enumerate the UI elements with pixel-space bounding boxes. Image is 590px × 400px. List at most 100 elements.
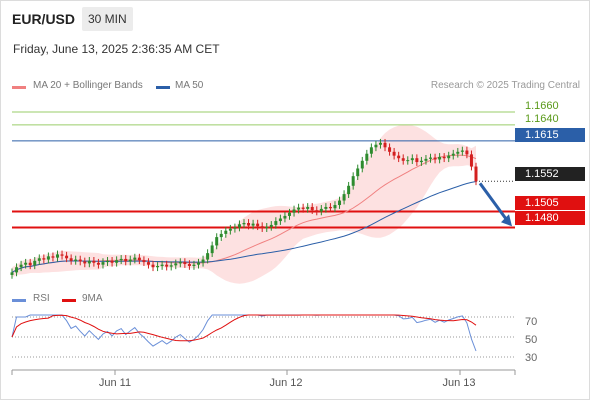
timeframe-badge[interactable]: 30 MIN bbox=[82, 7, 133, 31]
candle bbox=[69, 258, 73, 261]
candle bbox=[142, 260, 146, 263]
legend-swatch-rsi bbox=[12, 299, 26, 302]
candle bbox=[397, 155, 401, 159]
candle bbox=[187, 264, 191, 266]
candle bbox=[465, 150, 469, 155]
candle bbox=[324, 206, 328, 209]
candle bbox=[124, 258, 128, 262]
candle bbox=[438, 156, 442, 160]
candle bbox=[28, 262, 32, 266]
candle bbox=[183, 262, 187, 265]
candle bbox=[297, 207, 301, 210]
candle bbox=[388, 147, 392, 152]
chart-datetime: Friday, June 13, 2025 2:36:35 AM CET bbox=[13, 42, 220, 56]
level-tag-1-1480: 1.1480 bbox=[515, 211, 585, 225]
candle bbox=[410, 158, 414, 161]
candle bbox=[265, 226, 269, 229]
candle bbox=[360, 160, 364, 169]
candle bbox=[269, 224, 273, 227]
legend-swatch-ma20 bbox=[12, 86, 26, 89]
candle bbox=[433, 157, 437, 160]
candle bbox=[406, 160, 410, 162]
candle bbox=[206, 253, 210, 260]
candle bbox=[156, 265, 160, 268]
candle bbox=[10, 272, 14, 275]
candle bbox=[306, 206, 310, 209]
candle bbox=[392, 151, 396, 156]
candle bbox=[419, 160, 423, 163]
candle bbox=[460, 150, 464, 152]
candle bbox=[74, 259, 78, 261]
candle bbox=[165, 264, 169, 267]
candle bbox=[133, 257, 137, 260]
candle bbox=[365, 153, 369, 161]
candle bbox=[106, 260, 110, 263]
candle bbox=[137, 257, 141, 261]
candle bbox=[456, 151, 460, 154]
candle bbox=[174, 263, 178, 266]
level-tag-1-1615: 1.1615 bbox=[515, 128, 585, 142]
candle bbox=[42, 258, 46, 260]
chart-credit: Research © 2025 Trading Central bbox=[430, 80, 580, 91]
candle bbox=[169, 265, 173, 267]
forecast-arrowhead bbox=[501, 214, 512, 227]
candle bbox=[219, 233, 223, 238]
candle bbox=[228, 228, 232, 231]
candle bbox=[24, 262, 28, 265]
legend-swatch-ma50 bbox=[156, 86, 170, 89]
candle bbox=[215, 237, 219, 246]
candle bbox=[96, 262, 100, 265]
candle bbox=[119, 258, 123, 261]
candle bbox=[15, 267, 19, 273]
candle bbox=[415, 158, 419, 163]
level-label-1-1640: 1.1640 bbox=[525, 113, 559, 125]
candle bbox=[338, 200, 342, 206]
candle bbox=[33, 260, 37, 266]
candle bbox=[110, 260, 114, 263]
candle bbox=[292, 209, 296, 213]
candle bbox=[210, 245, 214, 254]
candle bbox=[65, 255, 69, 259]
candle bbox=[347, 185, 351, 195]
candle bbox=[451, 153, 455, 156]
candle bbox=[287, 212, 291, 216]
candle bbox=[333, 205, 337, 209]
candle bbox=[55, 254, 59, 258]
candle bbox=[469, 154, 473, 167]
candle bbox=[310, 206, 314, 211]
candle bbox=[146, 262, 150, 265]
candle bbox=[37, 258, 41, 261]
candle bbox=[351, 176, 355, 186]
candle bbox=[378, 142, 382, 145]
candle bbox=[128, 259, 132, 262]
candle bbox=[274, 221, 278, 225]
candle bbox=[474, 166, 478, 182]
x-tick-jun13: Jun 13 bbox=[442, 377, 476, 389]
candle bbox=[178, 262, 182, 264]
level-tag-1-1505: 1.1505 bbox=[515, 196, 585, 210]
candle bbox=[87, 260, 91, 264]
x-tick-jun12: Jun 12 bbox=[269, 377, 303, 389]
candle bbox=[342, 194, 346, 201]
candle bbox=[328, 206, 332, 209]
candle bbox=[83, 261, 87, 264]
candle bbox=[192, 264, 196, 266]
candle bbox=[237, 224, 241, 228]
x-tick-jun11: Jun 11 bbox=[98, 377, 132, 389]
level-label-1-1660: 1.1660 bbox=[525, 100, 559, 112]
candle bbox=[160, 264, 164, 266]
rsi-9ma-line bbox=[11, 314, 477, 342]
candle bbox=[92, 260, 96, 263]
candle bbox=[383, 142, 387, 148]
candle bbox=[247, 222, 251, 226]
candle bbox=[301, 207, 305, 209]
candle bbox=[201, 259, 205, 263]
candle bbox=[260, 226, 264, 229]
candle bbox=[197, 262, 201, 265]
candle bbox=[46, 256, 50, 260]
candle bbox=[429, 157, 433, 159]
rsi-tick-70: 70 bbox=[525, 316, 538, 328]
forecast-arrow bbox=[478, 182, 509, 222]
legend-label-9ma: 9MA bbox=[82, 293, 103, 304]
